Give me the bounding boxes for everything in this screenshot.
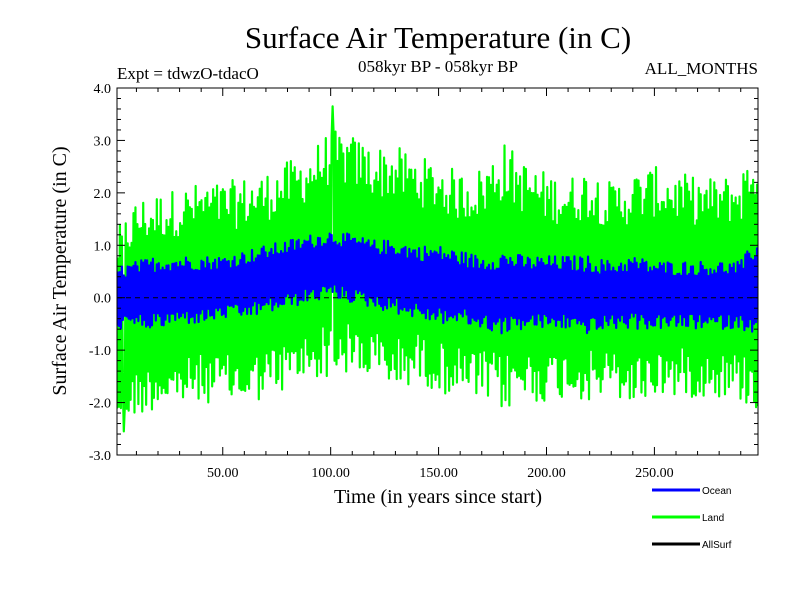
y-tick-label: 1.0 [94,239,112,254]
y-axis: -3.0 -2.0 -1.0 0.0 1.0 2.0 3.0 4.0 [89,82,758,464]
y-tick-label: 0.0 [94,292,112,307]
y-tick-label: 4.0 [94,82,112,97]
x-tick-label: 100.00 [311,466,350,481]
y-tick-label: 3.0 [94,134,112,149]
series-ocean [117,232,758,335]
x-tick-label: 250.00 [635,466,674,481]
x-tick-label: 150.00 [419,466,458,481]
legend: Ocean Land AllSurf [652,486,732,551]
x-axis: 50.00 100.00 150.00 200.00 250.00 [135,88,742,481]
x-axis-label: Time (in years since start) [334,486,542,508]
chart-subtitle: 058kyr BP - 058kyr BP [358,57,518,76]
legend-label-ocean: Ocean [702,486,731,497]
plot-frame [116,87,759,456]
y-tick-label: -2.0 [89,397,111,412]
chart-experiment: Expt = tdwzO-tdacO [117,64,259,83]
chart-months: ALL_MONTHS [645,59,758,78]
chart-title: Surface Air Temperature (in C) [245,20,631,55]
legend-label-land: Land [702,513,724,524]
y-axis-label: Surface Air Temperature (in C) [49,146,71,395]
x-tick-label: 200.00 [527,466,566,481]
y-tick-label: -1.0 [89,344,111,359]
legend-label-allsurf: AllSurf [702,540,732,551]
series-land [117,105,758,433]
y-tick-label: -3.0 [89,449,111,464]
x-tick-label: 50.00 [207,466,239,481]
series-layer [117,105,758,433]
y-tick-label: 2.0 [94,187,112,202]
